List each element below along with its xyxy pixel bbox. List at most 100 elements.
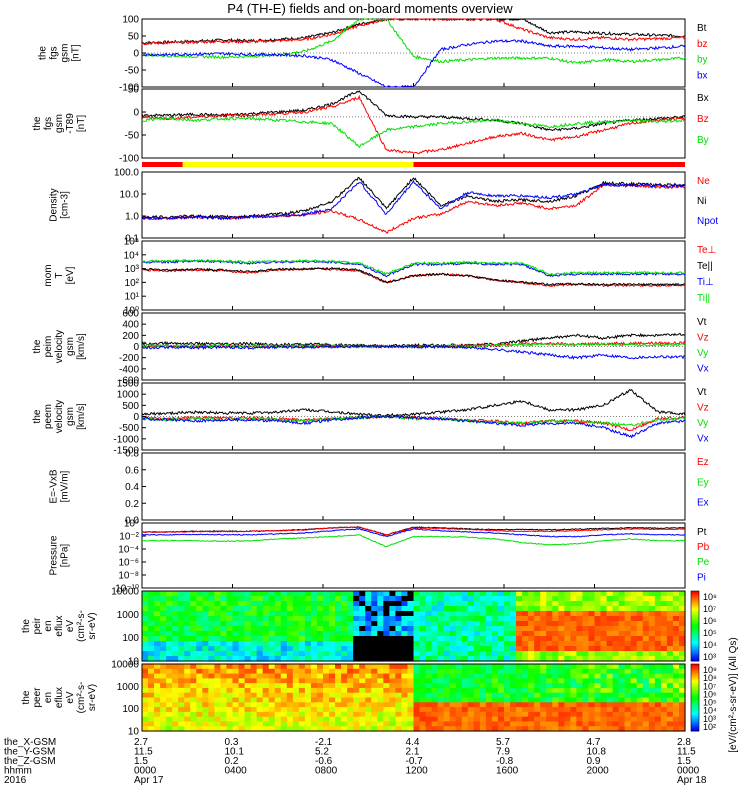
heatmap-cell-peer_energy_flux	[449, 678, 457, 684]
y-axis-label-mom_temperature: T	[54, 272, 65, 278]
heatmap-cell-peir_energy_flux	[160, 641, 167, 647]
heatmap-cell-peer_energy_flux	[142, 711, 149, 718]
heatmap-cell-peir_energy_flux	[329, 616, 336, 622]
heatmap-cell-peir_energy_flux	[648, 606, 656, 612]
heatmap-cell-peer_energy_flux	[244, 721, 252, 727]
heatmap-cell-peir_energy_flux	[389, 651, 396, 657]
heatmap-cell-peir_energy_flux	[630, 636, 638, 642]
heatmap-cell-peer_energy_flux	[359, 697, 366, 703]
heatmap-cell-peir_energy_flux	[600, 651, 608, 657]
heatmap-cell-peir_energy_flux	[214, 611, 222, 617]
heatmap-cell-peir_energy_flux	[630, 611, 638, 617]
y-tick-label-mom_temperature: 10¹	[125, 292, 140, 303]
heatmap-cell-peir_energy_flux	[552, 591, 559, 597]
heatmap-cell-peer_energy_flux	[546, 716, 553, 723]
heatmap-cell-peer_energy_flux	[576, 692, 584, 699]
heatmap-cell-peir_energy_flux	[564, 636, 571, 642]
heatmap-cell-peer_energy_flux	[455, 716, 463, 723]
heatmap-cell-peer_energy_flux	[250, 687, 258, 694]
heatmap-cell-peer_energy_flux	[534, 702, 541, 708]
y-axis-label-density: Density	[49, 188, 60, 221]
heatmap-cell-peir_energy_flux	[582, 651, 590, 657]
heatmap-cell-peir_energy_flux	[576, 616, 584, 622]
heatmap-cell-peir_energy_flux	[220, 631, 228, 637]
heatmap-cell-peer_energy_flux	[407, 673, 415, 679]
heatmap-cell-peer_energy_flux	[286, 721, 294, 727]
heatmap-cell-peir_energy_flux	[244, 656, 252, 662]
heatmap-cell-peir_energy_flux	[172, 596, 179, 602]
heatmap-cell-peer_energy_flux	[353, 697, 360, 703]
heatmap-cell-peir_energy_flux	[540, 621, 547, 627]
heatmap-cell-peir_energy_flux	[612, 591, 620, 597]
ephemeris-value: 5.7	[496, 737, 510, 748]
heatmap-cell-peir_energy_flux	[220, 611, 228, 617]
heatmap-cell-peir_energy_flux	[600, 631, 608, 637]
heatmap-cell-peer_energy_flux	[395, 726, 403, 732]
heatmap-cell-peir_energy_flux	[256, 606, 264, 612]
heatmap-cell-peir_energy_flux	[274, 651, 282, 657]
heatmap-cell-peir_energy_flux	[504, 646, 511, 652]
heatmap-cell-peer_energy_flux	[407, 664, 415, 670]
colorbar-peer_energy_flux	[691, 714, 699, 717]
heatmap-cell-peer_energy_flux	[419, 726, 427, 732]
y-tick-label-fgs_gsm: 50	[128, 32, 140, 43]
heatmap-cell-peer_energy_flux	[504, 697, 511, 703]
heatmap-cell-peir_energy_flux	[648, 651, 656, 657]
heatmap-cell-peir_energy_flux	[304, 646, 312, 652]
heatmap-cell-peer_energy_flux	[154, 716, 161, 723]
heatmap-cell-peer_energy_flux	[238, 687, 246, 694]
heatmap-cell-peer_energy_flux	[280, 707, 288, 713]
heatmap-cell-peir_energy_flux	[606, 611, 614, 617]
heatmap-cell-peer_energy_flux	[449, 673, 457, 679]
heatmap-cell-peir_energy_flux	[310, 641, 318, 647]
heatmap-cell-peir_energy_flux	[335, 646, 342, 652]
heatmap-cell-peir_energy_flux	[268, 616, 276, 622]
heatmap-cell-peir_energy_flux	[359, 616, 366, 622]
heatmap-cell-peer_energy_flux	[654, 721, 662, 727]
heatmap-cell-peer_energy_flux	[624, 668, 632, 675]
ephemeris-value: 10.8	[587, 747, 607, 758]
heatmap-cell-peir_energy_flux	[401, 621, 409, 627]
heatmap-cell-peir_energy_flux	[208, 621, 215, 627]
heatmap-cell-peer_energy_flux	[449, 716, 457, 723]
heatmap-cell-peer_energy_flux	[202, 721, 209, 727]
heatmap-cell-peer_energy_flux	[190, 683, 197, 689]
colorbar-peer_energy_flux	[691, 707, 699, 710]
heatmap-cell-peer_energy_flux	[304, 678, 312, 684]
heatmap-cell-peir_energy_flux	[588, 606, 596, 612]
heatmap-cell-peir_energy_flux	[437, 616, 445, 622]
heatmap-cell-peir_energy_flux	[510, 611, 517, 617]
heatmap-cell-peer_energy_flux	[190, 702, 197, 708]
heatmap-cell-peir_energy_flux	[142, 631, 149, 637]
heatmap-cell-peir_energy_flux	[473, 636, 481, 642]
heatmap-cell-peer_energy_flux	[184, 716, 191, 723]
series-line-fgs_gsm-bz	[141, 18, 686, 46]
colorbar-peir_energy_flux	[691, 631, 699, 634]
heatmap-cell-peer_energy_flux	[510, 687, 517, 694]
heatmap-cell-peer_energy_flux	[522, 716, 529, 723]
heatmap-cell-peer_energy_flux	[425, 702, 433, 708]
heatmap-cell-peir_energy_flux	[238, 631, 246, 637]
heatmap-cell-peer_energy_flux	[353, 683, 360, 689]
heatmap-cell-peir_energy_flux	[636, 621, 644, 627]
ephemeris-value: 2.8	[677, 737, 691, 748]
colorbar-peer_energy_flux	[691, 705, 699, 709]
y-tick-label-mom_temperature: 10⁰	[124, 306, 139, 317]
heatmap-cell-peer_energy_flux	[516, 664, 523, 670]
heatmap-cell-peir_energy_flux	[190, 641, 197, 647]
heatmap-cell-peir_energy_flux	[449, 626, 457, 632]
heatmap-cell-peer_energy_flux	[178, 711, 185, 718]
heatmap-cell-peir_energy_flux	[558, 621, 565, 627]
heatmap-cell-peer_energy_flux	[172, 678, 179, 684]
heatmap-cell-peer_energy_flux	[154, 702, 161, 708]
heatmap-cell-peir_energy_flux	[280, 611, 288, 617]
heatmap-cell-peer_energy_flux	[419, 683, 427, 689]
heatmap-cell-peer_energy_flux	[630, 668, 638, 675]
heatmap-cell-peir_energy_flux	[353, 611, 360, 617]
heatmap-cell-peer_energy_flux	[274, 711, 282, 718]
heatmap-cell-peer_energy_flux	[292, 716, 300, 723]
heatmap-cell-peer_energy_flux	[268, 711, 276, 718]
heatmap-cell-peer_energy_flux	[214, 668, 222, 675]
heatmap-cell-peer_energy_flux	[558, 716, 565, 723]
heatmap-cell-peer_energy_flux	[485, 702, 493, 708]
